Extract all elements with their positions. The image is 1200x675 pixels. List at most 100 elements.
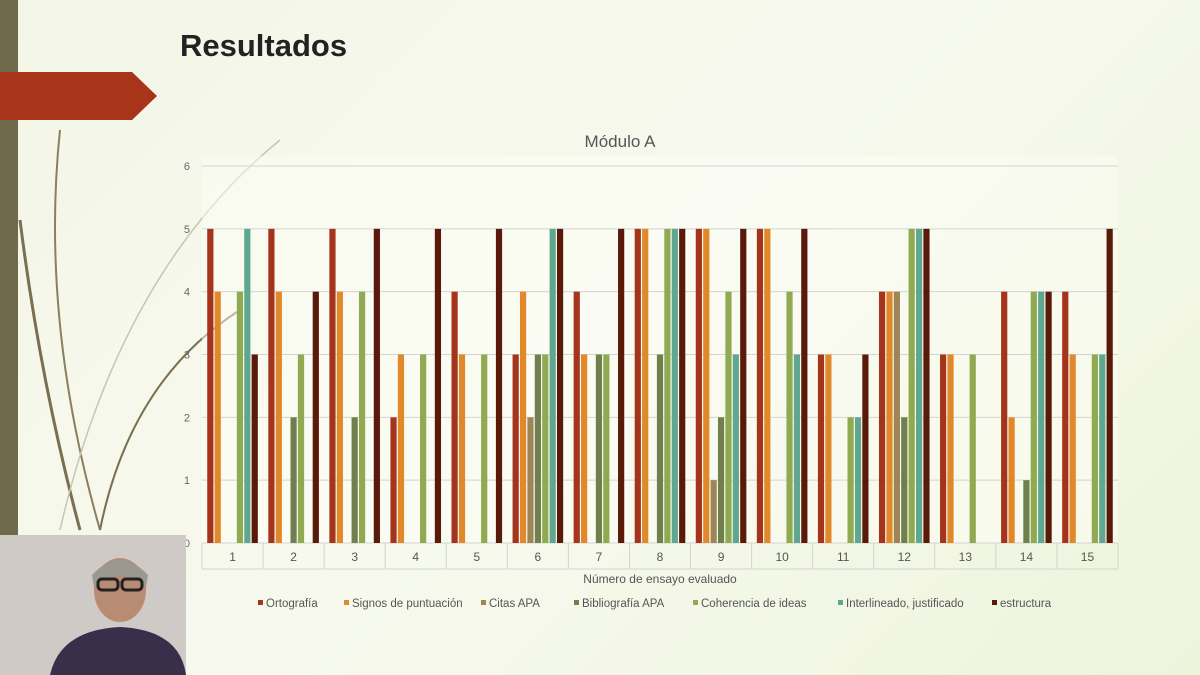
bar-ortograf-a (207, 228, 214, 544)
bar-bibliograf-a-apa (901, 417, 908, 543)
x-tick-label: 13 (959, 550, 973, 564)
legend-entry: Citas APA (489, 598, 540, 610)
bar-estructura (251, 354, 258, 543)
bar-ortograf-a (817, 354, 825, 543)
bar-bibliograf-a-apa (656, 354, 664, 543)
bar-ortograf-a (695, 228, 702, 544)
bar-estructura (1106, 228, 1113, 544)
bar-coherencia-de-ideas (236, 291, 244, 543)
legend-entry: Interlineado, justificado (846, 598, 964, 610)
y-tick-label: 2 (184, 412, 190, 424)
bar-estructura (740, 228, 747, 544)
bar-ortograf-a (451, 291, 458, 543)
bar-bibliograf-a-apa (351, 417, 358, 543)
bar-signos-de-puntuaci-n (1008, 417, 1015, 543)
x-tick-label: 6 (535, 550, 542, 564)
bar-estructura (801, 228, 808, 544)
bar-signos-de-puntuaci-n (397, 354, 405, 543)
bar-ortograf-a (634, 228, 641, 544)
bar-signos-de-puntuaci-n (214, 291, 221, 543)
bar-ortograf-a (940, 354, 947, 543)
bar-coherencia-de-ideas (847, 417, 854, 543)
bar-signos-de-puntuaci-n (458, 354, 466, 543)
bar-estructura (495, 228, 503, 544)
webcam-video (0, 535, 186, 675)
x-tick-label: 11 (837, 550, 850, 564)
x-tick-label: 9 (718, 550, 725, 564)
bar-signos-de-puntuaci-n (764, 228, 771, 544)
bar-interlineado-justificado (793, 354, 801, 543)
x-tick-label: 14 (1020, 550, 1034, 564)
bar-ortograf-a (268, 228, 275, 544)
x-tick-label: 10 (775, 550, 789, 564)
bar-coherencia-de-ideas (358, 291, 366, 543)
bar-signos-de-puntuaci-n (886, 291, 893, 543)
bar-estructura (312, 291, 319, 543)
bar-ortograf-a (512, 354, 519, 543)
bar-coherencia-de-ideas (1091, 354, 1098, 543)
legend-swatch (258, 600, 263, 605)
x-axis-title: Número de ensayo evaluado (583, 572, 737, 586)
bar-estructura (862, 354, 869, 543)
bar-interlineado-justificado (671, 228, 678, 544)
bar-bibliograf-a-apa (1023, 480, 1030, 543)
bar-estructura (923, 228, 930, 544)
legend-entry: estructura (1000, 598, 1052, 610)
bar-citas-apa (710, 480, 717, 543)
presenter-image (0, 535, 186, 675)
bar-signos-de-puntuaci-n (947, 354, 954, 543)
bar-signos-de-puntuaci-n (519, 291, 527, 543)
bar-ortograf-a (1001, 291, 1008, 543)
bar-estructura (434, 228, 442, 544)
bar-coherencia-de-ideas (664, 228, 671, 544)
bar-bibliograf-a-apa (290, 417, 297, 543)
bar-ortograf-a (878, 291, 886, 543)
legend-swatch (481, 600, 486, 605)
legend-swatch (574, 600, 579, 605)
bar-signos-de-puntuaci-n (825, 354, 832, 543)
x-tick-label: 5 (473, 550, 480, 564)
bar-bibliograf-a-apa (534, 354, 541, 543)
legend-entry: Ortografía (266, 598, 318, 610)
bar-signos-de-puntuaci-n (275, 291, 282, 543)
bar-coherencia-de-ideas (420, 354, 427, 543)
bar-estructura (556, 228, 564, 544)
y-tick-label: 0 (184, 538, 190, 550)
bar-citas-apa (893, 291, 900, 543)
bar-ortograf-a (1062, 291, 1069, 543)
y-tick-label: 1 (184, 475, 190, 487)
bar-estructura (373, 228, 380, 544)
x-tick-label: 7 (596, 550, 603, 564)
x-tick-label: 12 (898, 550, 912, 564)
bar-coherencia-de-ideas (908, 228, 915, 544)
legend-entry: Coherencia de ideas (701, 598, 807, 610)
bar-signos-de-puntuaci-n (581, 354, 588, 543)
bar-interlineado-justificado (732, 354, 739, 543)
legend-swatch (344, 600, 349, 605)
legend-swatch (838, 600, 843, 605)
bar-coherencia-de-ideas (481, 354, 488, 543)
bar-bibliograf-a-apa (717, 417, 725, 543)
bar-estructura (1045, 291, 1052, 543)
bar-coherencia-de-ideas (1030, 291, 1037, 543)
bar-coherencia-de-ideas (542, 354, 549, 543)
bar-signos-de-puntuaci-n (642, 228, 649, 544)
slide-title: Resultados (180, 28, 348, 63)
bar-signos-de-puntuaci-n (1069, 354, 1076, 543)
bar-ortograf-a (329, 228, 336, 544)
y-tick-label: 3 (184, 350, 190, 362)
bar-coherencia-de-ideas (969, 354, 976, 543)
y-tick-label: 5 (184, 224, 190, 236)
bar-ortograf-a (756, 228, 764, 544)
bar-signos-de-puntuaci-n (703, 228, 710, 544)
title-banner-arrow (0, 72, 157, 120)
bar-coherencia-de-ideas (786, 291, 793, 543)
legend-entry: Signos de puntuación (352, 598, 463, 610)
bar-interlineado-justificado (854, 417, 862, 543)
bar-coherencia-de-ideas (603, 354, 610, 543)
bar-interlineado-justificado (1038, 291, 1045, 543)
chart-title: Módulo A (585, 132, 657, 151)
bar-interlineado-justificado (244, 228, 251, 544)
bar-coherencia-de-ideas (725, 291, 732, 543)
